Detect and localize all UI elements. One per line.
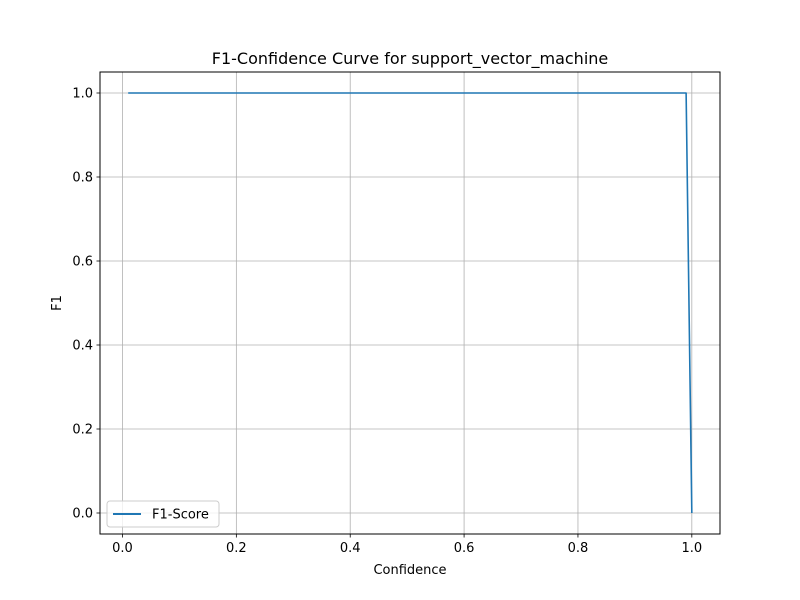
- y-tick-label: 0.4: [72, 339, 93, 354]
- y-axis-ticks: 0.0 0.2 0.4 0.6 0.8 1.0: [72, 87, 100, 522]
- x-tick-label: 1.0: [681, 541, 702, 556]
- grid-layer: [100, 72, 720, 534]
- y-axis-label: F1: [50, 295, 65, 311]
- y-tick-label: 0.0: [72, 507, 93, 522]
- chart-title: F1-Confidence Curve for support_vector_m…: [212, 49, 609, 69]
- y-tick-label: 1.0: [72, 87, 93, 102]
- x-axis-label: Confidence: [373, 563, 446, 578]
- series-line-f1-score: [128, 92, 693, 514]
- x-tick-label: 0.8: [568, 541, 589, 556]
- plot-frame: [99, 71, 721, 535]
- x-axis-ticks: 0.0 0.2 0.4 0.6 0.8 1.0: [112, 534, 702, 556]
- x-tick-label: 0.0: [112, 541, 133, 556]
- x-tick-label: 0.2: [226, 541, 247, 556]
- legend-entry-f1-score: F1-Score: [152, 508, 209, 523]
- x-tick-label: 0.4: [340, 541, 361, 556]
- x-tick-label: 0.6: [454, 541, 475, 556]
- y-tick-label: 0.6: [72, 255, 93, 270]
- legend: F1-Score: [106, 500, 220, 528]
- legend-box: [106, 500, 220, 528]
- y-tick-label: 0.2: [72, 423, 93, 438]
- series-layer: [128, 92, 693, 514]
- y-tick-label: 0.8: [72, 171, 93, 186]
